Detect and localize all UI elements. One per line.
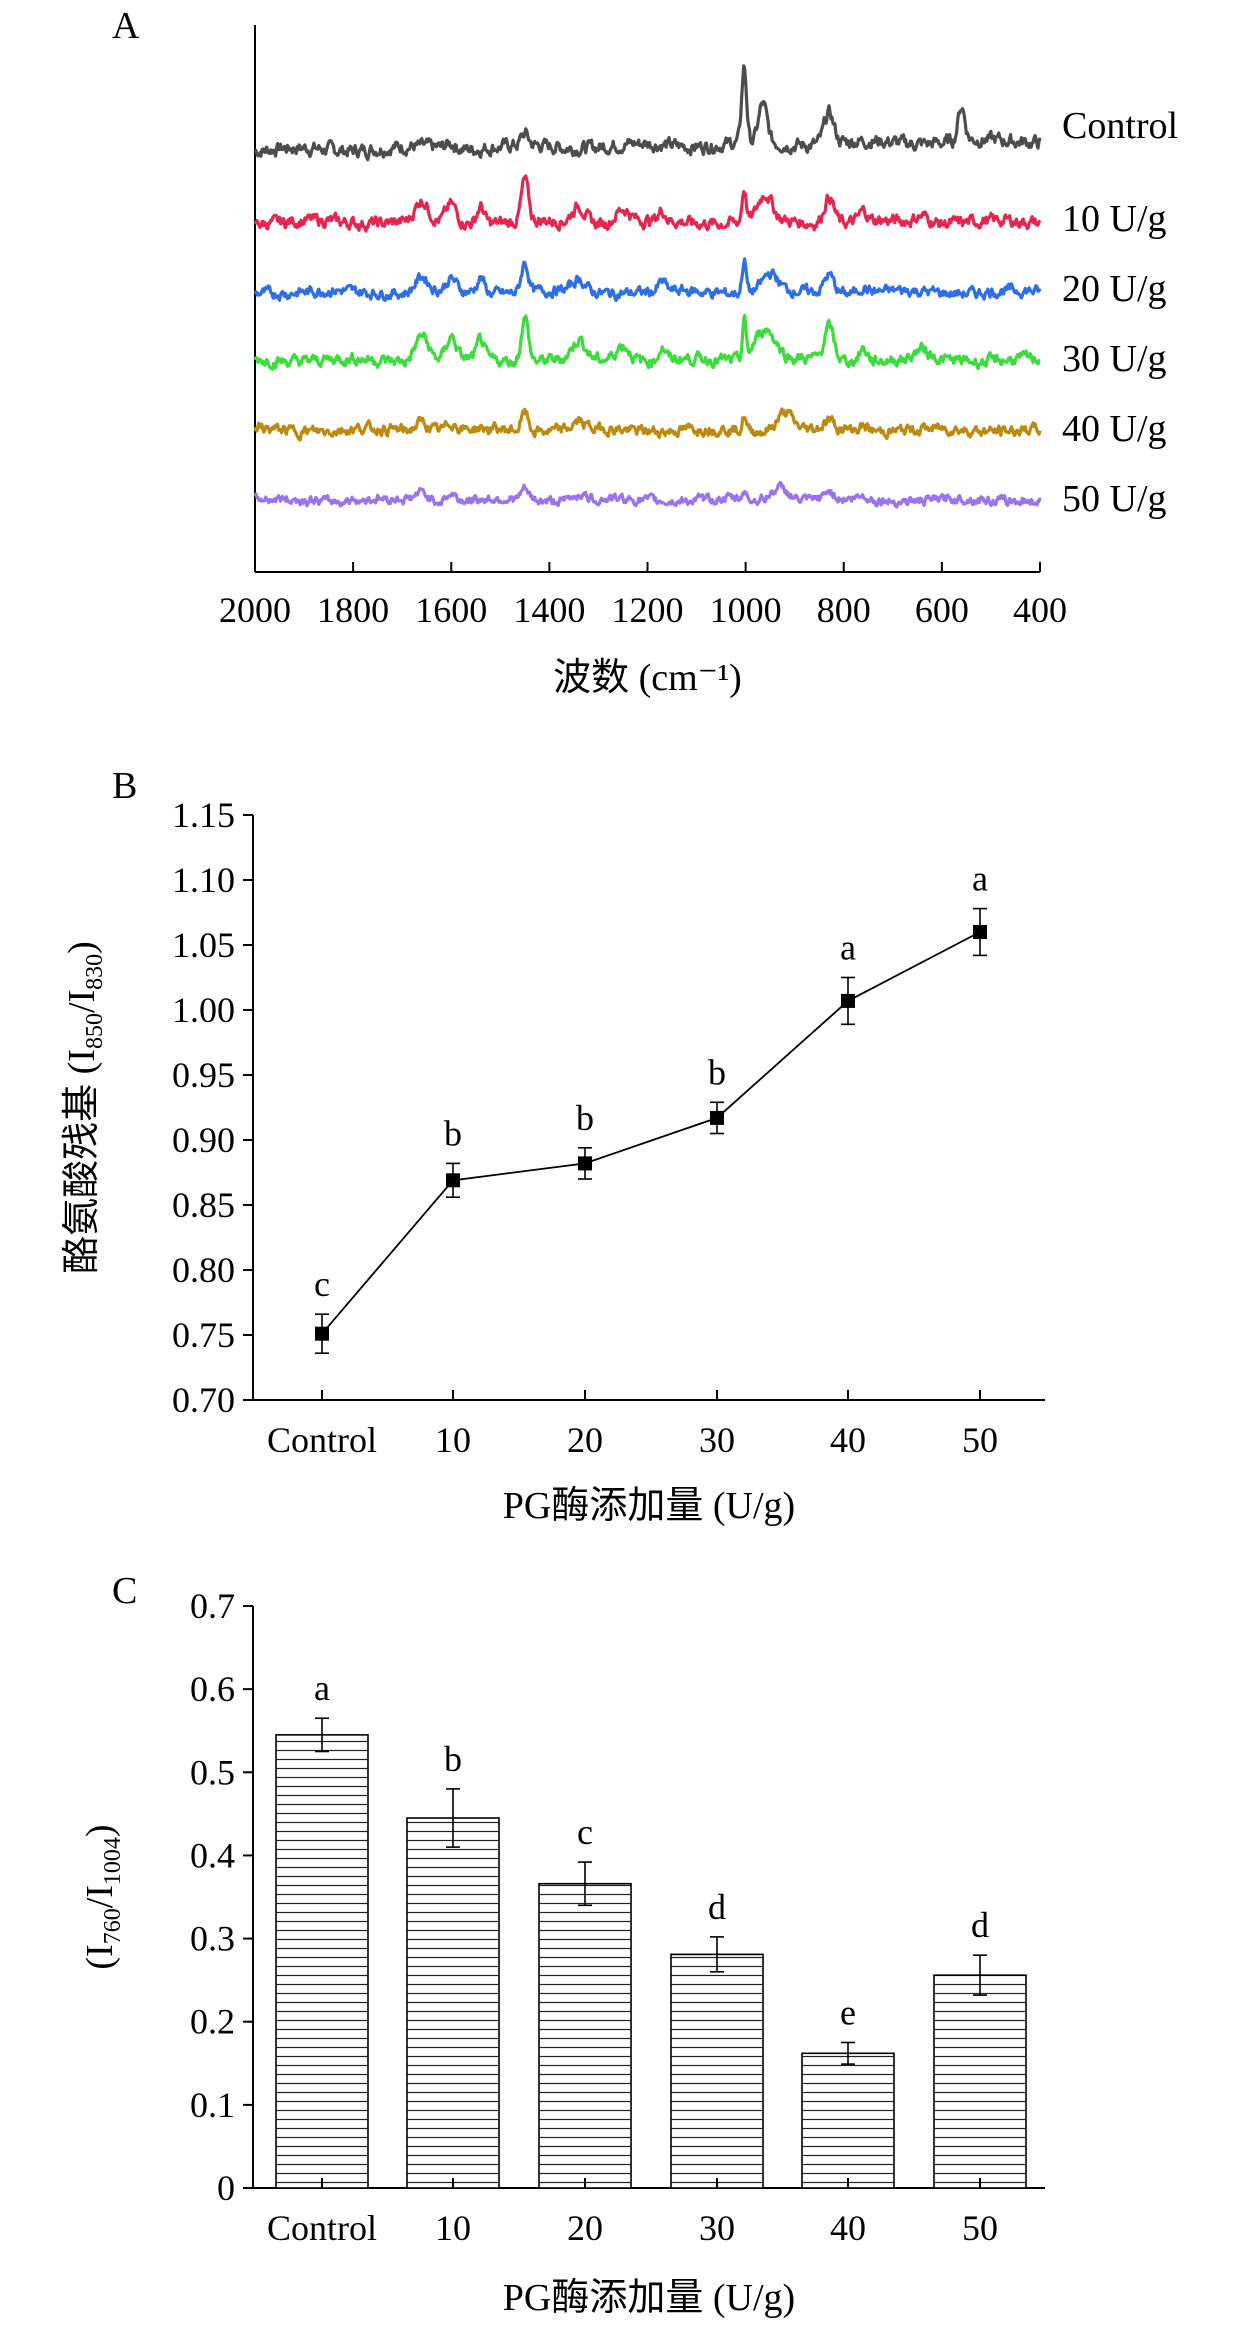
spectrum-line (253, 407, 1042, 442)
x-axis-title: PG酶添加量 (U/g) (503, 1485, 795, 1527)
x-axis-title: 波数 (cm⁻¹) (553, 657, 742, 699)
y-tick-label: 0.90 (172, 1120, 235, 1160)
data-point (578, 1156, 592, 1171)
significance-letter: b (444, 1739, 462, 1779)
data-point (841, 993, 855, 1008)
y-tick-label: 0.7 (190, 1586, 235, 1626)
panel-letter: B (112, 765, 137, 807)
y-axis-title-subscript: 760 (100, 1908, 126, 1944)
y-axis-title: 酪氨酸残基 (I850/I830) (61, 941, 108, 1274)
y-tick-label: 0 (217, 2168, 235, 2208)
x-tick-label: 2000 (219, 590, 291, 630)
x-tick-label: 10 (435, 1420, 471, 1460)
y-tick-label: 1.10 (172, 860, 235, 900)
y-tick-label: 1.05 (172, 925, 235, 965)
x-tick-label: 30 (699, 1420, 735, 1460)
y-tick-label: 0.95 (172, 1055, 235, 1095)
x-tick-label: 1600 (415, 590, 487, 630)
y-tick-label: 1.00 (172, 990, 235, 1030)
y-tick-label: 0.4 (190, 1835, 235, 1875)
y-tick-label: 0.80 (172, 1250, 235, 1290)
data-point (710, 1110, 724, 1125)
significance-letter: c (577, 1812, 593, 1852)
series-label: 50 U/g (1062, 478, 1167, 520)
x-tick-label: 1200 (612, 590, 684, 630)
y-axis-title-part: /I (61, 990, 103, 1013)
y-axis-title-part: 酪氨酸残基 (I (61, 1049, 103, 1274)
x-axis-title: PG酶添加量 (U/g) (503, 2277, 795, 2319)
spectrum-line (253, 257, 1042, 303)
bar (933, 1974, 1027, 2189)
series-label: 30 U/g (1062, 338, 1167, 380)
spectrum-line (253, 174, 1042, 233)
y-tick-label: 0.1 (190, 2085, 235, 2125)
x-tick-label: 800 (817, 590, 871, 630)
y-tick-label: 1.15 (172, 795, 235, 835)
x-tick-label: 1000 (710, 590, 782, 630)
y-axis-title-part: ) (79, 1824, 121, 1837)
y-tick-label: 0.75 (172, 1315, 235, 1355)
series-label: Control (1062, 105, 1178, 147)
panel-c: C 0 0.1 0.2 0.3 0.4 0.5 0.6 0.7 a Control b 10 c 20 d 30… (79, 1570, 1045, 2319)
spectrum-line (254, 64, 1042, 162)
y-tick-label: 0.3 (190, 1919, 235, 1959)
significance-letter: b (576, 1098, 594, 1138)
significance-letter: a (314, 1668, 330, 1708)
x-tick-label: Control (267, 1420, 377, 1460)
significance-letter: b (444, 1113, 462, 1153)
panel-letter: C (112, 1570, 137, 1612)
series-label: 40 U/g (1062, 408, 1167, 450)
x-tick-label: Control (267, 2208, 377, 2248)
significance-letter: a (972, 859, 988, 899)
bar (275, 1734, 369, 2189)
spectrum-line (253, 313, 1041, 371)
x-tick-label: 50 (962, 1420, 998, 1460)
x-tick-label: 1800 (317, 590, 389, 630)
y-axis-title-subscript: 850 (82, 1013, 108, 1049)
bar (801, 2052, 895, 2189)
y-axis-title: (I760/I1004) (79, 1824, 126, 1969)
y-axis-title-part: ) (61, 941, 103, 954)
x-tick-label: 20 (567, 2208, 603, 2248)
significance-letter: d (971, 1905, 989, 1945)
y-axis-title-part: /I (79, 1885, 121, 1908)
series-label: 20 U/g (1062, 268, 1167, 310)
y-tick-label: 0.85 (172, 1185, 235, 1225)
spectrum-line (253, 481, 1042, 509)
y-axis-title-part: (I (79, 1944, 121, 1969)
series-label: 10 U/g (1062, 198, 1167, 240)
x-tick-label: 40 (830, 2208, 866, 2248)
panel-letter: A (112, 5, 140, 47)
significance-letter: b (708, 1052, 726, 1092)
x-tick-label: 400 (1013, 590, 1067, 630)
y-tick-label: 0.70 (172, 1380, 235, 1420)
x-tick-label: 10 (435, 2208, 471, 2248)
significance-letter: e (840, 1993, 856, 2033)
bar (406, 1817, 500, 2189)
panel-a: A 2000 1800 1600 1400 1200 1000 800 600 400 波数 (cm… (112, 5, 1178, 699)
y-tick-label: 0.6 (190, 1669, 235, 1709)
bar (538, 1882, 632, 2189)
x-tick-label: 40 (830, 1420, 866, 1460)
y-tick-label: 0.2 (190, 2002, 235, 2042)
x-tick-label: 600 (915, 590, 969, 630)
x-tick-label: 1400 (513, 590, 585, 630)
data-point (315, 1326, 329, 1341)
x-tick-label: 30 (699, 2208, 735, 2248)
panel-b: B 0.70 0.75 0.80 0.85 0.90 0.95 1.00 1.05 1.10 1.1… (61, 765, 1045, 1527)
y-axis-title-subscript: 1004 (100, 1837, 126, 1885)
x-tick-label: 50 (962, 2208, 998, 2248)
data-point (973, 925, 987, 939)
bar (670, 1953, 764, 2189)
y-tick-label: 0.5 (190, 1752, 235, 1792)
y-axis-title-subscript: 830 (82, 954, 108, 990)
significance-letter: a (840, 928, 856, 968)
x-tick-label: 20 (567, 1420, 603, 1460)
significance-letter: c (314, 1264, 330, 1304)
series-line (321, 931, 981, 1335)
significance-letter: d (708, 1887, 726, 1927)
data-point (446, 1173, 460, 1188)
